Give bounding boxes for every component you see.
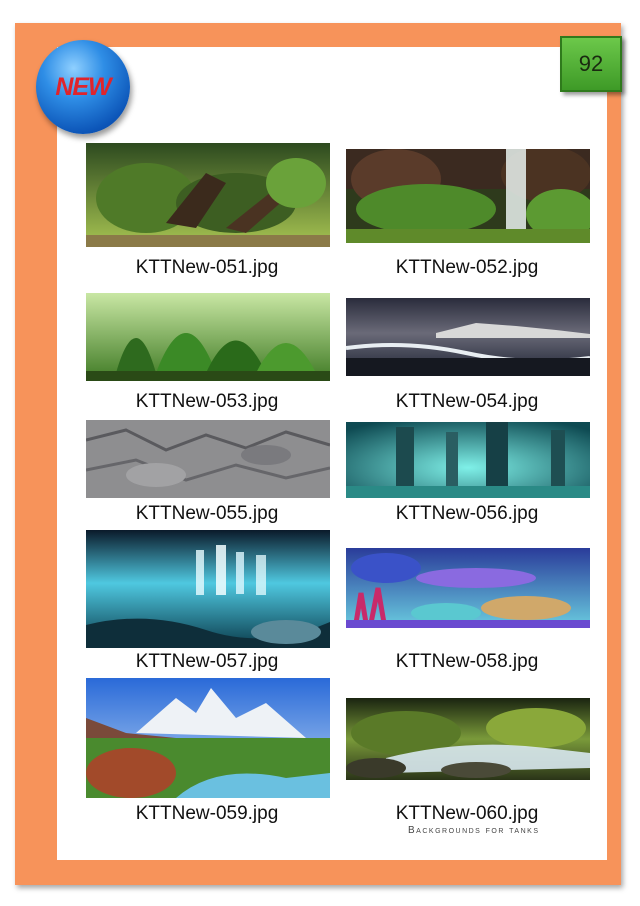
new-badge-label: NEW <box>55 72 111 101</box>
coral-reef-image <box>346 548 590 628</box>
caption-052: KTTNew-052.jpg <box>395 257 539 278</box>
thumbnail-052[interactable] <box>346 149 590 243</box>
forest-stream-image <box>346 698 590 780</box>
caption-060: KTTNew-060.jpg <box>395 803 539 824</box>
caption-058: KTTNew-058.jpg <box>395 651 539 672</box>
rock-wall-image <box>86 420 330 498</box>
thumbnail-059[interactable] <box>86 678 330 798</box>
thumbnail-057[interactable] <box>86 530 330 648</box>
mountain-river-image <box>86 678 330 798</box>
underwater-cave-image <box>346 422 590 498</box>
caption-051: KTTNew-051.jpg <box>135 257 279 278</box>
underwater-light-rays-image <box>86 530 330 648</box>
caption-056: KTTNew-056.jpg <box>395 503 539 524</box>
caption-055: KTTNew-055.jpg <box>135 503 279 524</box>
aquascape-driftwood-image <box>86 143 330 247</box>
thumbnail-058[interactable] <box>346 548 590 628</box>
caption-059: KTTNew-059.jpg <box>135 803 279 824</box>
thumbnail-053[interactable] <box>86 293 330 381</box>
beach-seascape-image <box>346 298 590 376</box>
caption-057: KTTNew-057.jpg <box>135 651 279 672</box>
caption-054: KTTNew-054.jpg <box>395 391 539 412</box>
thumbnail-054[interactable] <box>346 298 590 376</box>
planted-tank-image <box>86 293 330 381</box>
thumbnail-055[interactable] <box>86 420 330 498</box>
caption-053: KTTNew-053.jpg <box>135 391 279 412</box>
forest-waterfall-image <box>346 149 590 243</box>
page-number-badge: 92 <box>560 36 622 92</box>
thumbnail-056[interactable] <box>346 422 590 498</box>
thumbnail-051[interactable] <box>86 143 330 247</box>
new-badge: NEW <box>36 40 130 134</box>
brand-footer: Backgrounds for tanks <box>408 825 540 836</box>
thumbnail-060[interactable] <box>346 698 590 780</box>
